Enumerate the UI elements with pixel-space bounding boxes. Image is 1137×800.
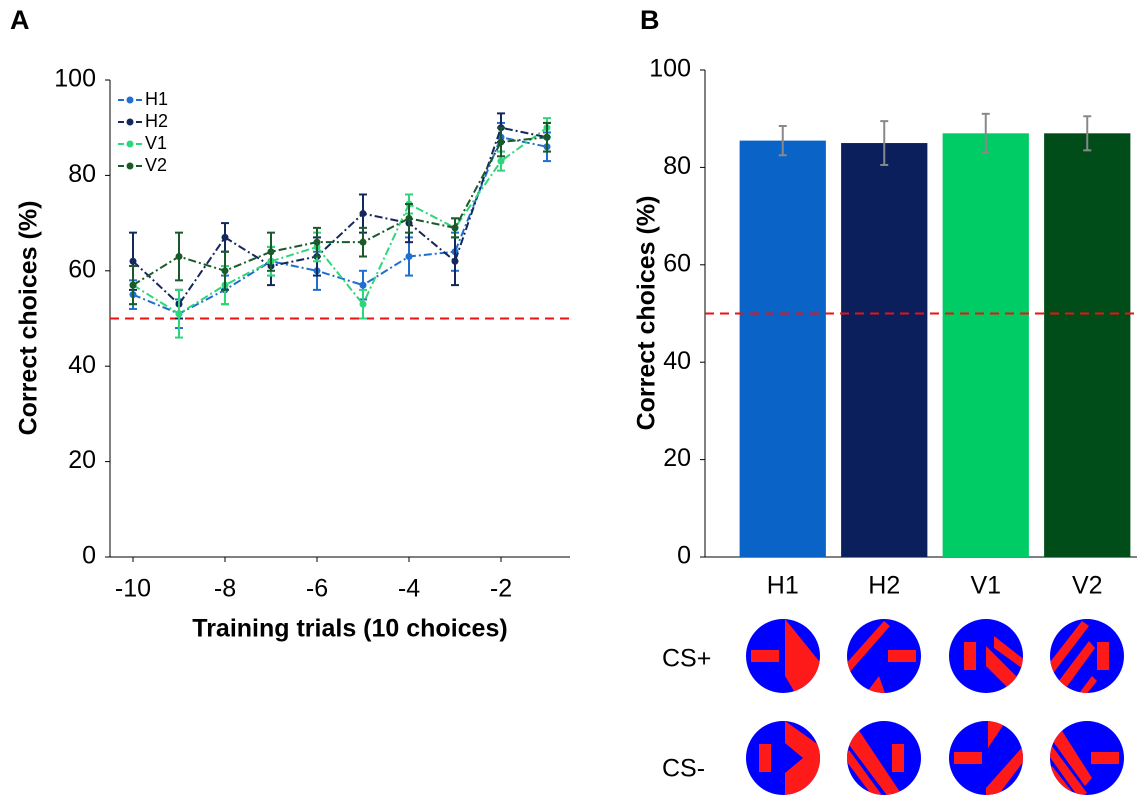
x-tick-label: H1 [767, 572, 799, 600]
y-axis-label: Correct choices (%) [15, 201, 43, 436]
x-axis-label: Training trials (10 choices) [192, 615, 507, 643]
bar [841, 143, 927, 557]
y-tick-label: 60 [663, 249, 691, 277]
y-tick-label: 0 [677, 542, 691, 570]
point [406, 253, 413, 260]
panel-label: B [640, 5, 660, 35]
point [222, 234, 229, 241]
point [406, 215, 413, 222]
x-tick-label: -6 [306, 575, 328, 603]
stimuli [746, 619, 1124, 798]
legend-label: V2 [145, 155, 167, 175]
bar [943, 133, 1029, 557]
x-tick-label: -2 [490, 575, 512, 603]
row-label: CS+ [662, 645, 711, 673]
series-line [133, 128, 547, 314]
stimulus-icon [746, 619, 823, 696]
legend-marker [127, 163, 134, 170]
y-tick-label: 20 [663, 444, 691, 472]
point [222, 267, 229, 274]
series-line [133, 137, 547, 313]
stimulus-icon [844, 619, 921, 696]
y-tick-label: 80 [663, 152, 691, 180]
point [498, 139, 505, 146]
legend-label: H2 [145, 111, 168, 131]
legend-marker [127, 97, 134, 104]
stimulus-icon [1047, 721, 1124, 798]
point [176, 253, 183, 260]
x-tick-label: -4 [398, 575, 420, 603]
y-tick-label: 40 [68, 351, 96, 379]
point [452, 258, 459, 265]
point [452, 224, 459, 231]
point [498, 158, 505, 165]
point [130, 258, 137, 265]
bar [740, 141, 826, 557]
legend-marker [127, 141, 134, 148]
y-tick-label: 20 [68, 446, 96, 474]
y-tick-label: 40 [663, 347, 691, 375]
point [360, 301, 367, 308]
legend-marker [127, 119, 134, 126]
series-line [133, 137, 547, 285]
stimulus-icon [1047, 619, 1124, 696]
x-tick-label: -8 [214, 575, 236, 603]
point [544, 134, 551, 141]
stimulus-icon [949, 721, 1026, 798]
stimulus-icon [746, 721, 823, 798]
bar [1044, 133, 1130, 557]
stimulus-icon [949, 619, 1026, 696]
row-label: CS- [662, 755, 705, 783]
point [360, 282, 367, 289]
x-tick-label: V2 [1072, 572, 1103, 600]
y-tick-label: 80 [68, 160, 96, 188]
y-tick-label: 100 [54, 65, 96, 93]
y-tick-label: 60 [68, 255, 96, 283]
x-tick-label: H2 [868, 572, 900, 600]
stimulus-icon [844, 721, 921, 798]
point [360, 239, 367, 246]
y-tick-label: 0 [82, 542, 96, 570]
point [360, 210, 367, 217]
x-tick-label: V1 [970, 572, 1001, 600]
point [268, 248, 275, 255]
x-tick-label: -10 [115, 575, 151, 603]
legend-label: V1 [145, 133, 167, 153]
point [130, 282, 137, 289]
legend-label: H1 [145, 89, 168, 109]
panel-label: A [10, 5, 30, 35]
figure: A B Training trials (10 choices) Correct… [0, 0, 1137, 800]
y-tick-label: 100 [649, 55, 691, 83]
point [176, 310, 183, 317]
point [314, 239, 321, 246]
y-axis-label: Correct choices (%) [633, 196, 661, 431]
